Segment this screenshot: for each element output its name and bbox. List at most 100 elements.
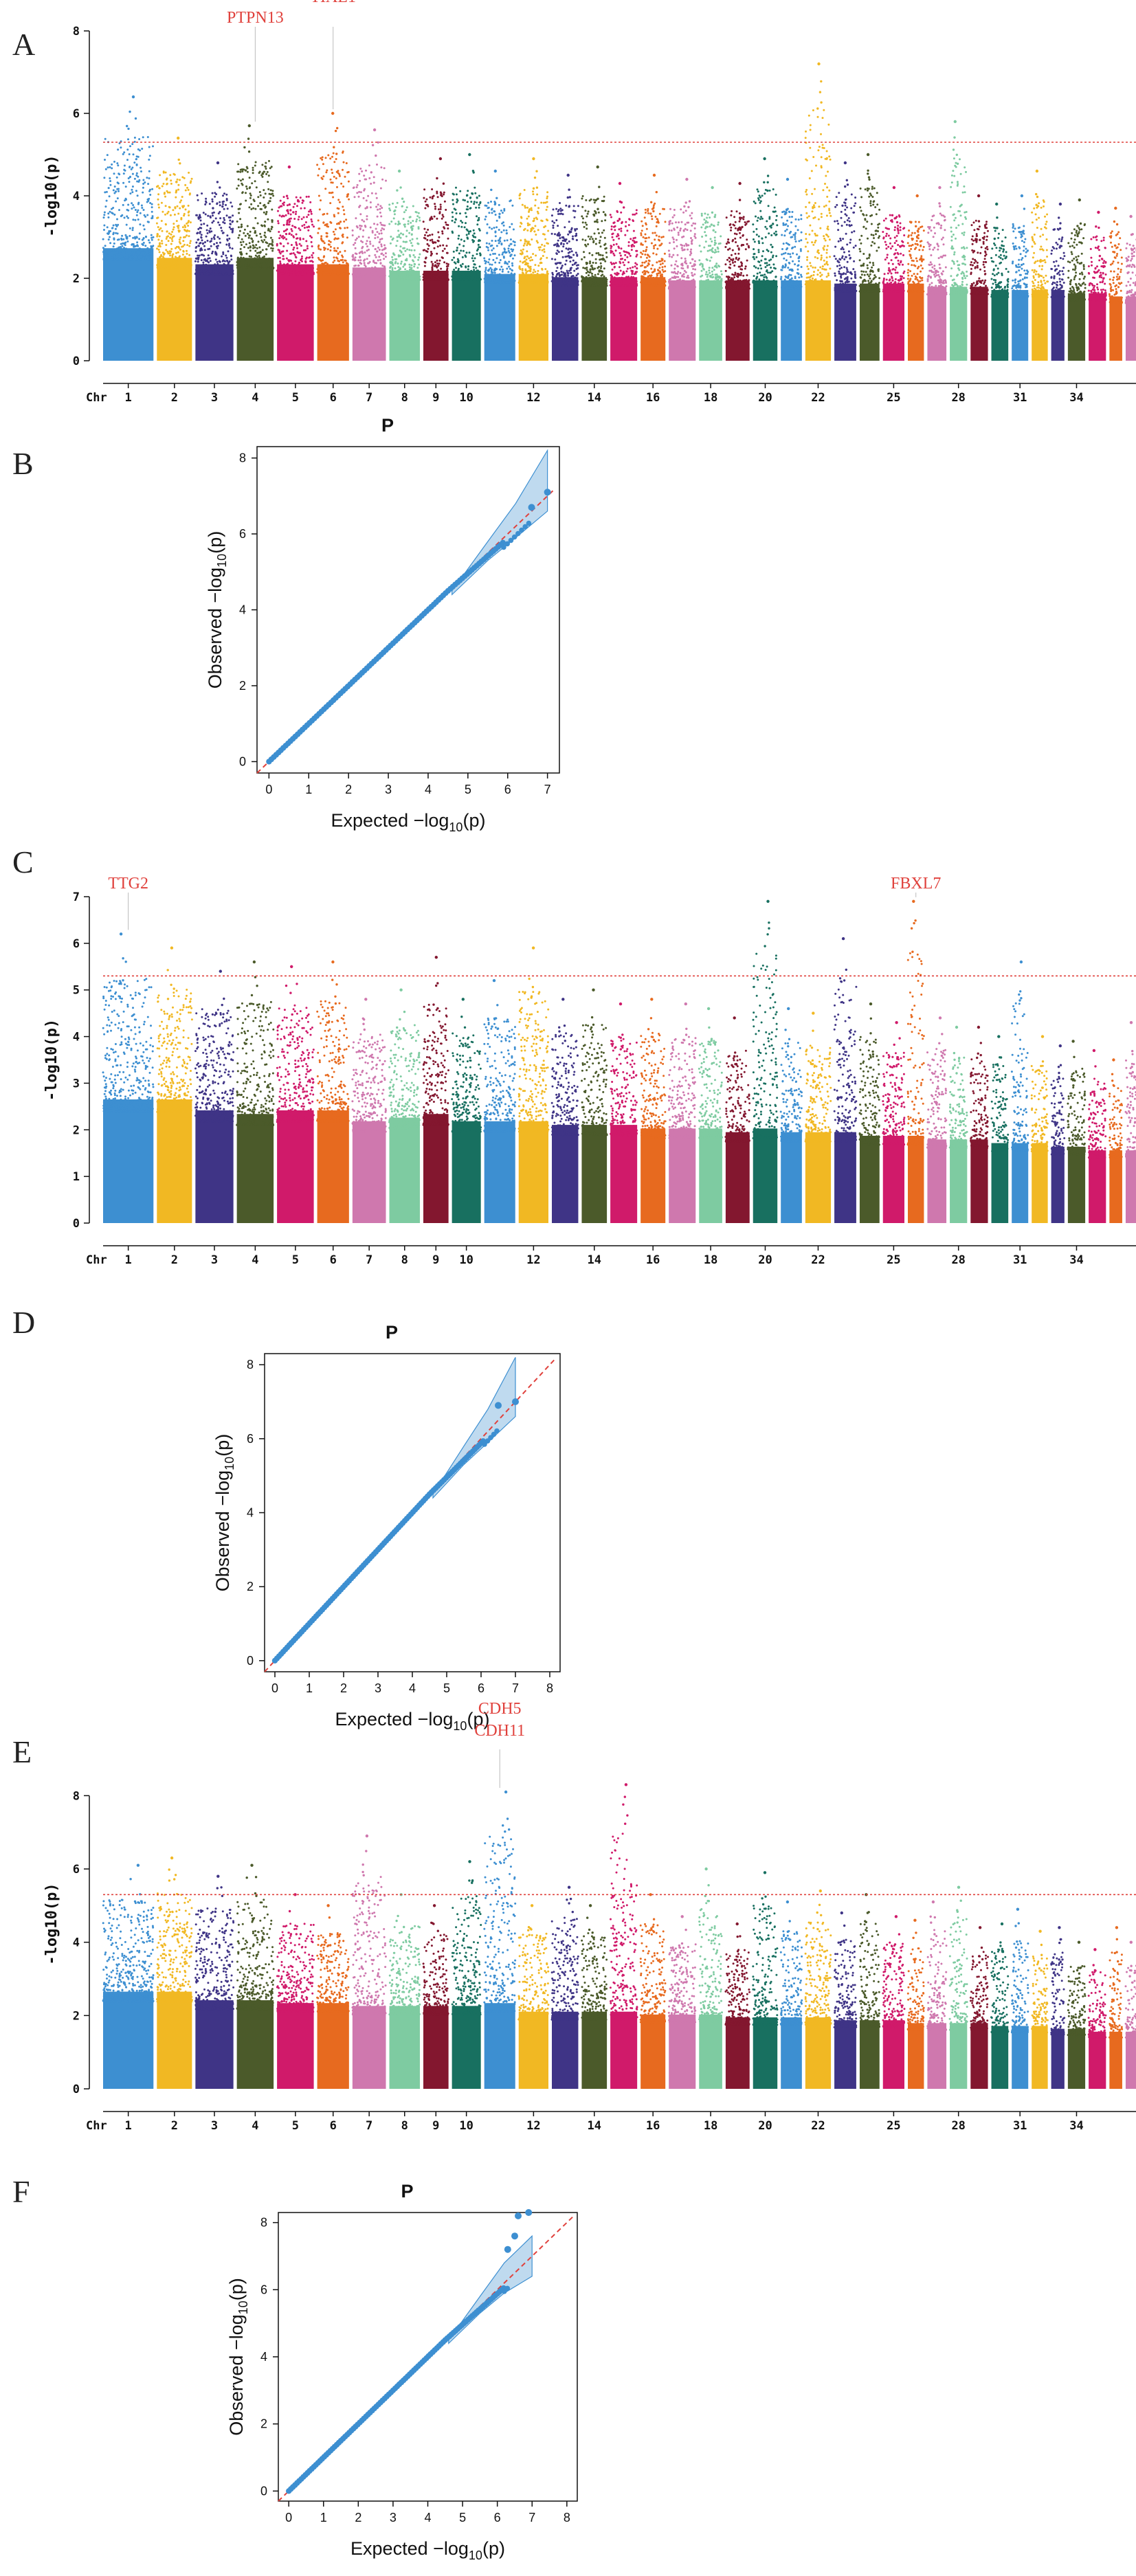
snp-point — [326, 269, 328, 272]
chromosome-8-bulk — [389, 270, 420, 361]
snp-point — [148, 146, 151, 148]
snp-point — [461, 221, 464, 224]
snp-point — [244, 260, 247, 262]
snp-point — [389, 272, 392, 275]
snp-point — [383, 244, 386, 247]
snp-point — [426, 238, 429, 241]
snp-point — [206, 270, 209, 273]
snp-point — [320, 260, 322, 262]
snp-point — [131, 249, 133, 251]
snp-point — [588, 199, 591, 202]
snp-point — [508, 245, 511, 247]
snp-point — [337, 199, 340, 201]
snp-point — [324, 157, 327, 159]
snp-point — [335, 158, 337, 160]
snp-point — [342, 209, 345, 212]
snp-point — [221, 265, 224, 267]
snp-point — [594, 238, 597, 240]
snp-point — [645, 270, 648, 273]
snp-point — [540, 257, 542, 260]
snp-point — [595, 252, 598, 255]
snp-point — [295, 210, 298, 213]
snp-point — [296, 244, 298, 247]
snp-point — [132, 256, 135, 259]
snp-point — [391, 276, 394, 278]
snp-point — [301, 255, 303, 258]
snp-point — [300, 207, 302, 210]
snp-point — [503, 250, 506, 253]
snp-point — [715, 278, 717, 280]
snp-point — [337, 247, 339, 249]
snp-point — [519, 225, 522, 228]
snp-point — [528, 210, 530, 213]
snp-point — [572, 259, 575, 262]
snp-point — [689, 214, 691, 217]
snp-point — [335, 250, 338, 252]
snp-point — [368, 254, 370, 257]
snp-point — [310, 272, 313, 275]
snp-point — [329, 202, 332, 205]
snp-point — [409, 278, 411, 280]
snp-point — [599, 239, 601, 242]
snp-point — [651, 271, 654, 273]
snp-point — [258, 246, 261, 249]
snp-point — [459, 212, 461, 215]
snp-point — [446, 267, 449, 270]
snp-point — [359, 191, 362, 194]
snp-point — [533, 217, 535, 220]
snp-point — [240, 179, 242, 182]
chromosome-15-points — [609, 181, 638, 361]
snp-point — [164, 266, 166, 268]
snp-point — [403, 225, 406, 228]
snp-top-point — [596, 165, 599, 169]
snp-point — [529, 270, 532, 273]
snp-point — [683, 205, 686, 208]
snp-point — [221, 255, 223, 258]
snp-point — [398, 234, 401, 236]
snp-point — [610, 225, 613, 228]
snp-point — [263, 203, 266, 206]
snp-point — [359, 224, 361, 227]
snp-point — [668, 229, 671, 232]
snp-point — [199, 272, 201, 275]
snp-point — [111, 256, 113, 259]
snp-point — [217, 221, 220, 224]
snp-point — [465, 222, 467, 225]
snp-point — [310, 218, 313, 221]
snp-point — [310, 212, 313, 215]
snp-point — [500, 276, 502, 279]
snp-point — [662, 284, 665, 287]
snp-point — [583, 256, 586, 258]
snp-point — [612, 238, 615, 241]
chromosome-18-bulk — [699, 280, 722, 361]
snp-point — [183, 256, 186, 258]
snp-point — [427, 205, 430, 208]
snp-point — [337, 269, 340, 271]
snp-point — [170, 238, 173, 240]
snp-point — [166, 212, 169, 215]
snp-point — [366, 270, 368, 273]
snp-point — [219, 241, 221, 244]
snp-point — [452, 192, 454, 195]
snp-point — [181, 176, 184, 179]
snp-point — [522, 248, 524, 251]
snp-point — [510, 248, 513, 251]
snp-point — [423, 188, 426, 191]
snp-point — [151, 238, 153, 241]
snp-point — [103, 214, 106, 216]
snp-point — [520, 216, 522, 219]
snp-point — [455, 249, 458, 252]
snp-point — [455, 212, 458, 214]
snp-point — [427, 278, 430, 281]
snp-point — [635, 209, 638, 212]
snp-point — [161, 242, 164, 245]
snp-point — [539, 262, 542, 265]
snp-point — [102, 250, 105, 253]
snp-point — [700, 280, 702, 282]
snp-point — [568, 196, 571, 199]
snp-point — [290, 244, 293, 246]
snp-point — [440, 267, 443, 270]
snp-point — [659, 263, 662, 266]
snp-point — [471, 192, 474, 195]
